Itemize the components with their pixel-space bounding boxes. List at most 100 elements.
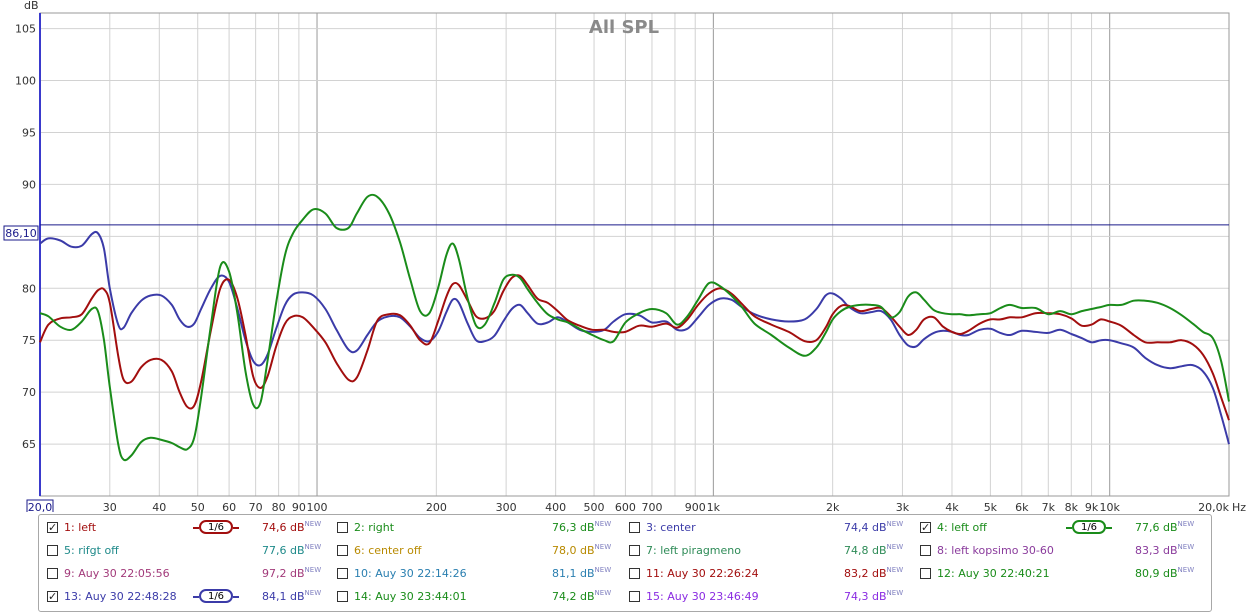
legend-checkbox[interactable]: [920, 519, 931, 537]
x-tick-label: 200: [426, 501, 447, 512]
y-tick-label: 80: [22, 282, 36, 295]
y-tick-label: 65: [22, 438, 36, 451]
smoothing-badge[interactable]: 1/6: [193, 589, 239, 603]
legend-checkbox[interactable]: [629, 522, 640, 533]
x-tick-label: 80: [272, 501, 286, 512]
x-start-value: 20,0: [28, 501, 53, 512]
legend-new-badge: NEW: [594, 543, 612, 551]
legend-item[interactable]: 13: Auy 30 22:48:28 1/6 84,1 dBNEW: [47, 588, 327, 606]
legend-value: 84,1 dBNEW: [262, 589, 322, 603]
cursor-level-box[interactable]: 86,10: [3, 225, 39, 241]
x-tick-label: 10k: [1100, 501, 1121, 512]
legend-label: 7: left piragmeno: [646, 544, 741, 557]
legend-value: 97,2 dBNEW: [262, 566, 322, 580]
legend-label: 6: center off: [354, 544, 422, 557]
measurement-legend: 1: left 1/6 74,6 dBNEW 2: right 76,3 dBNEW 3:…: [38, 514, 1212, 612]
legend-new-badge: NEW: [594, 566, 612, 574]
legend-label: 12: Auy 30 22:40:21: [937, 567, 1050, 580]
legend-new-badge: NEW: [594, 589, 612, 597]
legend-checkbox[interactable]: [629, 568, 640, 579]
legend-new-badge: NEW: [1177, 543, 1195, 551]
y-tick-label: 75: [22, 334, 36, 347]
legend-label: 13: Auy 30 22:48:28: [64, 590, 177, 603]
x-tick-label: 9k: [1085, 501, 1099, 512]
legend-checkbox[interactable]: [47, 519, 58, 537]
x-tick-label: 60: [222, 501, 236, 512]
legend-checkbox[interactable]: [337, 591, 348, 602]
y-tick-label: 105: [15, 23, 36, 36]
y-tick-label: 70: [22, 386, 36, 399]
legend-item[interactable]: 14: Auy 30 23:44:01 74,2 dBNEW: [337, 588, 617, 606]
series-line: [39, 274, 1230, 421]
legend-checkbox[interactable]: [920, 568, 931, 579]
legend-item[interactable]: 2: right 76,3 dBNEW: [337, 519, 617, 537]
legend-item[interactable]: 7: left piragmeno 74,8 dBNEW: [629, 542, 909, 560]
legend-checkbox[interactable]: [629, 545, 640, 556]
legend-checkbox[interactable]: [47, 588, 58, 606]
x-tick-label: 100: [307, 501, 328, 512]
legend-value: 77,6 dBNEW: [262, 543, 322, 557]
x-tick-label: 70: [249, 501, 263, 512]
legend-item[interactable]: 5: rifgt off 77,6 dBNEW: [47, 542, 327, 560]
x-tick-label: 6k: [1015, 501, 1029, 512]
legend-label: 11: Auy 30 22:26:24: [646, 567, 759, 580]
legend-new-badge: NEW: [1177, 520, 1195, 528]
legend-item[interactable]: 10: Auy 30 22:14:26 81,1 dBNEW: [337, 565, 617, 583]
legend-value: 77,6 dBNEW: [1135, 520, 1195, 534]
x-start-box[interactable]: 20,0: [26, 499, 54, 512]
x-tick-label: 20,0k: [1198, 501, 1229, 512]
legend-item[interactable]: 8: left kopsimo 30-60 83,3 dBNEW: [920, 542, 1200, 560]
legend-value: 76,3 dBNEW: [552, 520, 612, 534]
smoothing-badge[interactable]: 1/6: [1066, 520, 1112, 534]
legend-new-badge: NEW: [304, 520, 322, 528]
legend-value: 74,4 dBNEW: [844, 520, 904, 534]
y-gridlines: [40, 28, 1229, 445]
legend-new-badge: NEW: [1177, 566, 1195, 574]
legend-value: 74,6 dBNEW: [262, 520, 322, 534]
legend-label: 5: rifgt off: [64, 544, 119, 557]
legend-item[interactable]: 9: Auy 30 22:05:56 97,2 dBNEW: [47, 565, 327, 583]
legend-new-badge: NEW: [594, 520, 612, 528]
legend-item[interactable]: 4: left off 1/6 77,6 dBNEW: [920, 519, 1200, 537]
x-tick-label: 1k: [707, 501, 721, 512]
y-tick-label: 90: [22, 178, 36, 191]
legend-new-badge: NEW: [886, 566, 904, 574]
series-line: [39, 230, 1230, 445]
legend-label: 1: left: [64, 521, 97, 534]
smoothing-badge[interactable]: 1/6: [193, 520, 239, 534]
legend-checkbox[interactable]: [47, 545, 58, 556]
x-tick-label: 2k: [826, 501, 840, 512]
chart-title: All SPL: [589, 17, 659, 38]
legend-label: 15: Auy 30 23:46:49: [646, 590, 759, 603]
legend-checkbox[interactable]: [337, 568, 348, 579]
legend-label: 4: left off: [937, 521, 987, 534]
x-tick-label: 90: [292, 501, 306, 512]
legend-item[interactable]: 11: Auy 30 22:26:24 83,2 dBNEW: [629, 565, 909, 583]
legend-value: 74,2 dBNEW: [552, 589, 612, 603]
legend-value: 74,8 dBNEW: [844, 543, 904, 557]
legend-value: 78,0 dBNEW: [552, 543, 612, 557]
legend-checkbox[interactable]: [47, 568, 58, 579]
y-tick-label: 100: [15, 75, 36, 88]
legend-item[interactable]: 3: center 74,4 dBNEW: [629, 519, 909, 537]
legend-new-badge: NEW: [886, 543, 904, 551]
legend-checkbox[interactable]: [920, 545, 931, 556]
legend-item[interactable]: 15: Auy 30 23:46:49 74,3 dBNEW: [629, 588, 909, 606]
x-tick-labels: 30 40 50 60 70 80 90 100 200 300 400 500 600 700 900 1k…: [103, 501, 1230, 512]
legend-item[interactable]: 1: left 1/6 74,6 dBNEW: [47, 519, 327, 537]
legend-value: 81,1 dBNEW: [552, 566, 612, 580]
legend-item[interactable]: 12: Auy 30 22:40:21 80,9 dBNEW: [920, 565, 1200, 583]
legend-new-badge: NEW: [304, 543, 322, 551]
x-tick-label: 40: [152, 501, 166, 512]
x-tick-label: 3k: [896, 501, 910, 512]
spl-chart[interactable]: 65707580859095100105 3040506070809010020…: [0, 0, 1248, 512]
legend-value: 74,3 dBNEW: [844, 589, 904, 603]
x-tick-label: 8k: [1065, 501, 1079, 512]
legend-checkbox[interactable]: [629, 591, 640, 602]
x-gridlines: [109, 13, 1230, 496]
legend-checkbox[interactable]: [337, 545, 348, 556]
legend-value: 80,9 dBNEW: [1135, 566, 1195, 580]
legend-item[interactable]: 6: center off 78,0 dBNEW: [337, 542, 617, 560]
y-axis-label: dB: [24, 0, 39, 12]
legend-checkbox[interactable]: [337, 522, 348, 533]
